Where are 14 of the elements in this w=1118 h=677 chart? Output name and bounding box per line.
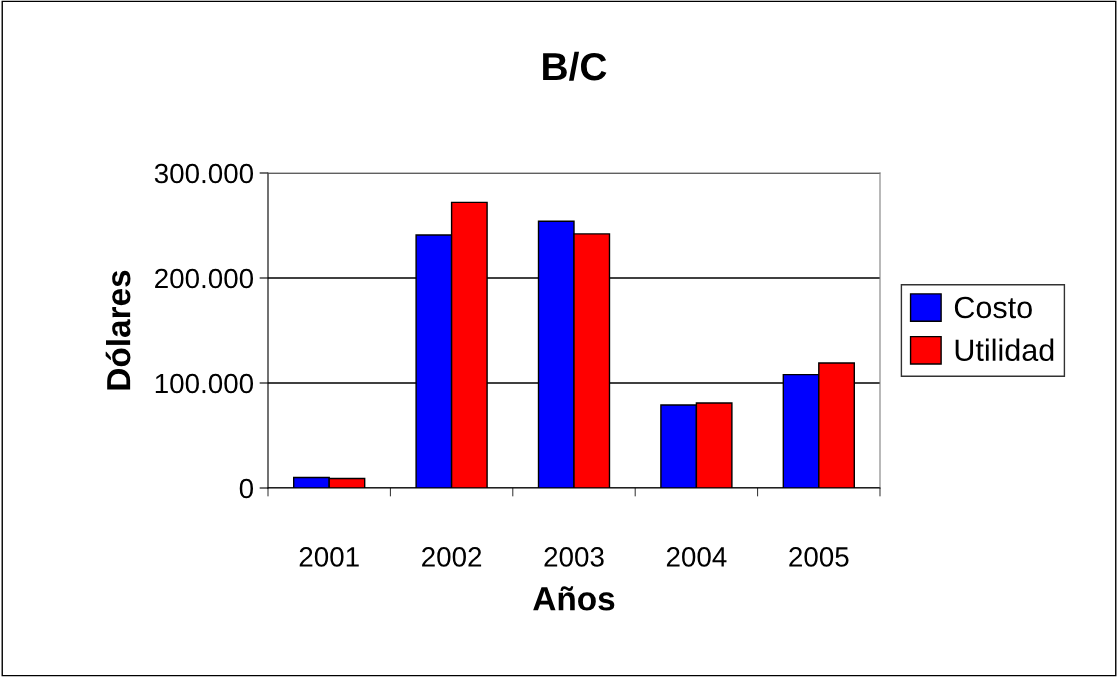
y-tick-label: 100.000: [155, 373, 254, 394]
x-axis-title: Años: [533, 586, 615, 611]
chart-title: B/C: [543, 51, 607, 81]
x-tick-label: 2002: [422, 547, 482, 567]
y-tick-label: 200.000: [155, 268, 254, 289]
x-tick-label: 2004: [666, 547, 727, 567]
x-tick-label: 2005: [789, 547, 849, 567]
x-tick-label: 2003: [544, 547, 604, 567]
y-tick-label: 300.000: [154, 163, 254, 184]
legend-label: Utilidad: [955, 338, 1054, 362]
y-tick-label: 0: [239, 478, 254, 499]
y-axis-title: Dólares: [105, 270, 131, 390]
x-tick-label: 2001: [299, 547, 359, 567]
legend-label: Costo: [954, 296, 1032, 319]
